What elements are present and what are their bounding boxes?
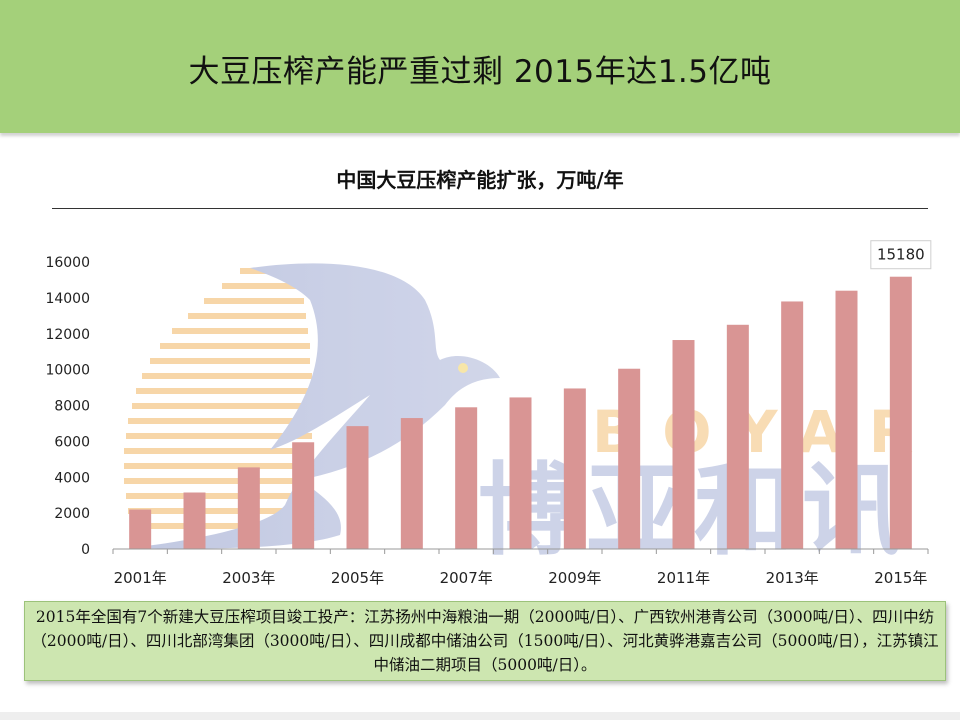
y-tick-label: 10000 <box>45 363 90 379</box>
x-tick-label: 2003年 <box>222 569 275 587</box>
watermark-brand-latin: BOYAR <box>592 398 939 466</box>
watermark-stripes <box>124 268 320 529</box>
watermark-bird <box>130 263 500 549</box>
chart-title: 中国大豆压榨产能扩张，万吨/年 <box>336 168 624 192</box>
y-tick-label: 6000 <box>54 434 90 450</box>
x-tick-label: 2001年 <box>114 569 167 587</box>
x-tick-label: 2015年 <box>874 569 927 587</box>
bar <box>292 442 315 549</box>
bar-chart: BOYAR 博亚和讯 02000400060008000100001200014… <box>45 240 939 587</box>
bar <box>835 290 858 549</box>
y-tick-label: 16000 <box>45 255 90 271</box>
title-banner: 大豆压榨产能严重过剩 2015年达1.5亿吨 <box>0 0 960 133</box>
x-tick-label: 2013年 <box>766 569 819 587</box>
x-axis-ticks <box>112 549 929 554</box>
bar <box>672 340 695 549</box>
bar <box>563 388 586 549</box>
bar <box>346 426 369 549</box>
bar <box>726 324 749 549</box>
bar <box>618 368 641 549</box>
y-axis-labels: 0 2000 4000 6000 8000 10000 12000 14000 16000 <box>45 255 90 558</box>
title-divider <box>52 208 928 209</box>
bar <box>509 397 532 549</box>
bar <box>781 301 804 549</box>
bar <box>237 467 260 549</box>
bars <box>129 276 912 549</box>
x-tick-label: 2005年 <box>331 569 384 587</box>
watermark-bird-eye <box>458 363 468 373</box>
data-labels: 15180 <box>870 240 932 270</box>
slide-title: 大豆压榨产能严重过剩 2015年达1.5亿吨 <box>188 54 772 90</box>
project-note-text: 2015年全国有7个新建大豆压榨项目竣工投产：江苏扬州中海粮油一期（2000吨/… <box>31 608 939 674</box>
data-label-box <box>870 240 932 270</box>
x-tick-label: 2011年 <box>657 569 710 587</box>
bar <box>889 276 912 549</box>
x-tick-label: 2007年 <box>440 569 493 587</box>
y-tick-label: 0 <box>81 542 90 558</box>
x-axis-labels: 2001年 2003年 2005年 2007年 2009年 2011年 2013年 2015年 <box>114 569 928 587</box>
y-tick-label: 4000 <box>54 470 90 486</box>
bar <box>129 509 152 549</box>
data-label: 15180 <box>877 246 925 264</box>
x-tick-label: 2009年 <box>548 569 601 587</box>
bar <box>183 492 206 549</box>
y-tick-label: 8000 <box>54 399 90 415</box>
y-tick-label: 12000 <box>45 327 90 343</box>
y-tick-label: 2000 <box>54 506 90 522</box>
footer-strip <box>0 712 960 720</box>
bar <box>455 407 478 549</box>
project-note-box: 2015年全国有7个新建大豆压榨项目竣工投产：江苏扬州中海粮油一期（2000吨/… <box>24 601 946 681</box>
bar <box>400 418 423 549</box>
y-tick-label: 14000 <box>45 291 90 307</box>
